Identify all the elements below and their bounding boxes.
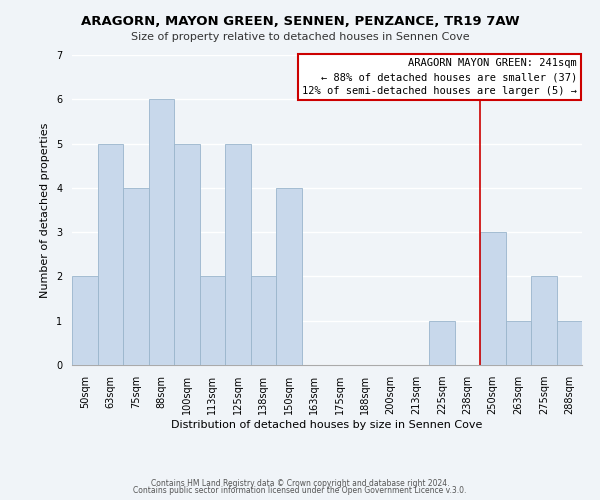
Bar [480, 232, 505, 365]
Bar [174, 144, 199, 365]
Text: Contains public sector information licensed under the Open Government Licence v.: Contains public sector information licen… [133, 486, 467, 495]
Text: Size of property relative to detached houses in Sennen Cove: Size of property relative to detached ho… [131, 32, 469, 42]
Bar [123, 188, 149, 365]
Bar [251, 276, 276, 365]
Bar [276, 188, 302, 365]
Bar [97, 144, 123, 365]
Text: ARAGORN MAYON GREEN: 241sqm
← 88% of detached houses are smaller (37)
12% of sem: ARAGORN MAYON GREEN: 241sqm ← 88% of det… [302, 58, 577, 96]
Bar [505, 320, 531, 365]
Bar [531, 276, 557, 365]
Bar [225, 144, 251, 365]
Bar [429, 320, 455, 365]
X-axis label: Distribution of detached houses by size in Sennen Cove: Distribution of detached houses by size … [172, 420, 482, 430]
Text: Contains HM Land Registry data © Crown copyright and database right 2024.: Contains HM Land Registry data © Crown c… [151, 478, 449, 488]
Bar [149, 100, 174, 365]
Bar [199, 276, 225, 365]
Y-axis label: Number of detached properties: Number of detached properties [40, 122, 50, 298]
Bar [72, 276, 97, 365]
Text: ARAGORN, MAYON GREEN, SENNEN, PENZANCE, TR19 7AW: ARAGORN, MAYON GREEN, SENNEN, PENZANCE, … [80, 15, 520, 28]
Bar [557, 320, 582, 365]
